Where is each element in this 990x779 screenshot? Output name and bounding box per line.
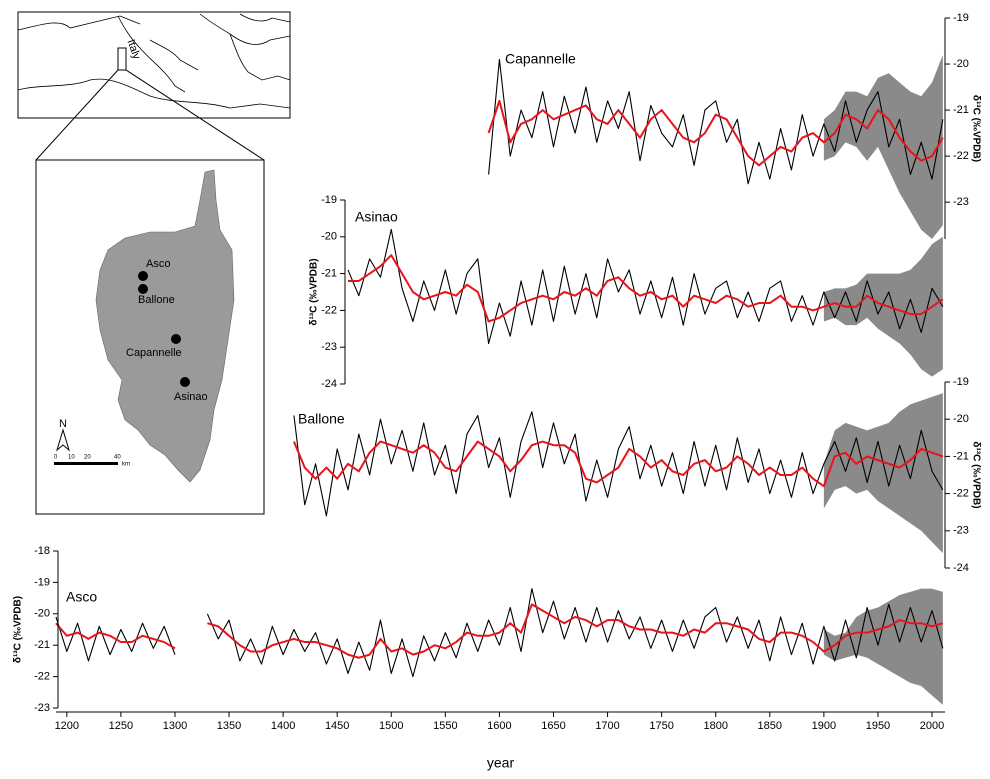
scale-bar (54, 462, 118, 465)
y-tick-label: -21 (953, 450, 969, 462)
panel-title: Asinao (355, 209, 398, 225)
y-tick-label: -19 (321, 194, 337, 206)
uncertainty-band (824, 55, 943, 239)
x-tick-label: 1600 (487, 720, 511, 732)
panel-title: Ballone (298, 411, 345, 427)
uncertainty-band (824, 237, 943, 377)
site-dot (171, 334, 181, 344)
y-tick-label: -21 (34, 639, 50, 651)
y-axis-label: δ¹³C (‰VPDB) (970, 441, 981, 508)
uncertainty-band (824, 589, 943, 705)
y-tick-label: -19 (953, 12, 969, 24)
y-axis-label: δ¹³C (‰VPDB) (309, 258, 320, 325)
figure: Asco Ballone Capannelle Asinao Italy N 0… (0, 0, 990, 779)
site-dot (138, 284, 148, 294)
x-tick-label: 1800 (703, 720, 727, 732)
site-label: Capannelle (126, 347, 182, 359)
y-tick-label: -20 (321, 231, 337, 243)
panel-title: Asco (66, 589, 97, 605)
y-axis-label: δ¹³C (‰VPDB) (970, 95, 981, 162)
y-tick-label: -22 (953, 150, 969, 162)
x-tick-label: 1550 (433, 720, 457, 732)
y-tick-label: -20 (953, 58, 969, 70)
y-tick-label: -23 (953, 525, 969, 537)
y-tick-label: -23 (953, 196, 969, 208)
x-tick-label: 1650 (541, 720, 565, 732)
site-dot (138, 271, 148, 281)
x-tick-label: 1900 (812, 720, 836, 732)
y-tick-label: -22 (34, 671, 50, 683)
x-tick-label: 1200 (55, 720, 79, 732)
site-dot (180, 377, 190, 387)
y-tick-label: -20 (953, 413, 969, 425)
y-tick-label: -23 (321, 341, 337, 353)
x-tick-label: 1350 (217, 720, 241, 732)
x-axis-label: year (487, 755, 515, 771)
x-tick-label: 1250 (109, 720, 133, 732)
scale-label: 20 (84, 455, 91, 461)
north-label: N (59, 418, 67, 430)
x-tick-label: 1300 (163, 720, 187, 732)
site-label: Ballone (138, 294, 175, 306)
x-tick-label: 1400 (271, 720, 295, 732)
x-tick-label: 1500 (379, 720, 403, 732)
x-tick-label: 1850 (758, 720, 782, 732)
y-tick-label: -23 (34, 702, 50, 714)
x-tick-label: 1750 (649, 720, 673, 732)
x-tick-label: 2000 (920, 720, 944, 732)
y-tick-label: -24 (953, 562, 969, 574)
y-tick-label: -21 (321, 268, 337, 280)
overview-frame (18, 12, 290, 118)
y-tick-label: -18 (34, 545, 50, 557)
x-tick-label: 1450 (325, 720, 349, 732)
y-axis-label: δ¹³C (‰VPDB) (13, 596, 24, 663)
y-tick-label: -24 (321, 378, 337, 390)
panel-title: Capannelle (505, 51, 576, 67)
y-tick-label: -22 (321, 304, 337, 316)
site-label: Asinao (174, 391, 208, 403)
y-tick-label: -22 (953, 488, 969, 500)
site-label: Asco (146, 258, 170, 270)
scale-label: km (122, 462, 130, 468)
y-tick-label: -19 (34, 576, 50, 588)
y-tick-label: -19 (953, 376, 969, 388)
scale-label: 10 (68, 455, 75, 461)
y-tick-label: -21 (953, 104, 969, 116)
x-tick-label: 1950 (866, 720, 890, 732)
y-tick-label: -20 (34, 608, 50, 620)
inset-map: Asco Ballone Capannelle Asinao Italy N 0… (18, 12, 290, 514)
uncertainty-band (824, 393, 943, 553)
scale-label: 40 (114, 455, 121, 461)
x-tick-label: 1700 (595, 720, 619, 732)
